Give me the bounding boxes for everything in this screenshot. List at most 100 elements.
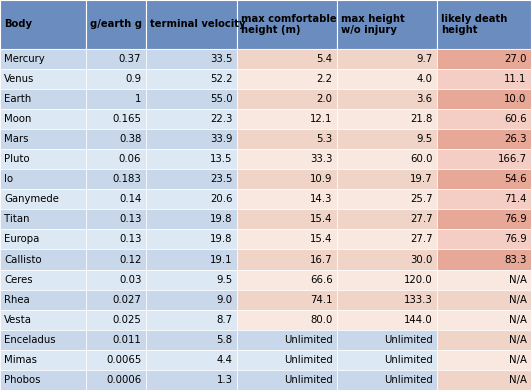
Bar bbox=[337, 330, 437, 350]
Text: 15.4: 15.4 bbox=[310, 234, 332, 245]
Text: 0.0006: 0.0006 bbox=[106, 375, 141, 385]
Text: 0.37: 0.37 bbox=[119, 54, 141, 64]
Text: 27.7: 27.7 bbox=[410, 215, 433, 224]
Text: Earth: Earth bbox=[4, 94, 31, 104]
Text: 54.6: 54.6 bbox=[504, 174, 527, 184]
Text: 22.3: 22.3 bbox=[210, 114, 233, 124]
Bar bbox=[237, 370, 337, 390]
Bar bbox=[237, 0, 337, 49]
Bar bbox=[0, 0, 85, 49]
Bar bbox=[85, 229, 145, 250]
Bar bbox=[85, 330, 145, 350]
Bar bbox=[237, 129, 337, 149]
Bar bbox=[0, 129, 85, 149]
Text: 144.0: 144.0 bbox=[404, 315, 433, 325]
Bar bbox=[237, 89, 337, 109]
Bar bbox=[145, 49, 237, 69]
Text: 4.4: 4.4 bbox=[217, 355, 233, 365]
Bar bbox=[237, 149, 337, 169]
Text: Callisto: Callisto bbox=[4, 255, 42, 264]
Bar bbox=[85, 149, 145, 169]
Bar bbox=[145, 69, 237, 89]
Text: 19.8: 19.8 bbox=[210, 215, 233, 224]
Bar bbox=[437, 350, 531, 370]
Text: max height
w/o injury: max height w/o injury bbox=[341, 14, 405, 35]
Text: Titan: Titan bbox=[4, 215, 30, 224]
Bar bbox=[85, 310, 145, 330]
Text: 0.14: 0.14 bbox=[119, 194, 141, 204]
Text: 71.4: 71.4 bbox=[504, 194, 527, 204]
Bar bbox=[437, 370, 531, 390]
Bar bbox=[145, 229, 237, 250]
Bar bbox=[145, 169, 237, 189]
Bar bbox=[145, 109, 237, 129]
Text: 5.4: 5.4 bbox=[316, 54, 332, 64]
Bar bbox=[145, 370, 237, 390]
Bar bbox=[237, 269, 337, 290]
Bar bbox=[437, 0, 531, 49]
Bar bbox=[0, 370, 85, 390]
Bar bbox=[145, 290, 237, 310]
Bar bbox=[0, 269, 85, 290]
Text: N/A: N/A bbox=[509, 295, 527, 305]
Text: Rhea: Rhea bbox=[4, 295, 30, 305]
Bar bbox=[337, 290, 437, 310]
Text: 19.1: 19.1 bbox=[210, 255, 233, 264]
Text: 20.6: 20.6 bbox=[210, 194, 233, 204]
Text: Mercury: Mercury bbox=[4, 54, 45, 64]
Bar bbox=[337, 69, 437, 89]
Text: 10.0: 10.0 bbox=[504, 94, 527, 104]
Bar bbox=[337, 129, 437, 149]
Bar bbox=[437, 310, 531, 330]
Bar bbox=[437, 49, 531, 69]
Bar bbox=[0, 229, 85, 250]
Text: 13.5: 13.5 bbox=[210, 154, 233, 164]
Text: 76.9: 76.9 bbox=[504, 215, 527, 224]
Bar bbox=[437, 330, 531, 350]
Bar bbox=[337, 149, 437, 169]
Text: 16.7: 16.7 bbox=[310, 255, 332, 264]
Bar bbox=[0, 89, 85, 109]
Bar bbox=[237, 350, 337, 370]
Text: 0.9: 0.9 bbox=[125, 74, 141, 84]
Text: Pluto: Pluto bbox=[4, 154, 30, 164]
Bar bbox=[145, 129, 237, 149]
Text: Ceres: Ceres bbox=[4, 275, 33, 285]
Bar bbox=[237, 49, 337, 69]
Bar bbox=[437, 69, 531, 89]
Text: 12.1: 12.1 bbox=[310, 114, 332, 124]
Bar bbox=[237, 189, 337, 209]
Bar bbox=[85, 189, 145, 209]
Bar bbox=[337, 269, 437, 290]
Bar bbox=[0, 310, 85, 330]
Bar bbox=[337, 250, 437, 269]
Text: 25.7: 25.7 bbox=[410, 194, 433, 204]
Text: 0.183: 0.183 bbox=[113, 174, 141, 184]
Text: 27.0: 27.0 bbox=[504, 54, 527, 64]
Bar bbox=[0, 49, 85, 69]
Bar bbox=[337, 109, 437, 129]
Bar bbox=[337, 229, 437, 250]
Text: 74.1: 74.1 bbox=[310, 295, 332, 305]
Text: Europa: Europa bbox=[4, 234, 40, 245]
Bar bbox=[0, 69, 85, 89]
Text: N/A: N/A bbox=[509, 315, 527, 325]
Bar bbox=[85, 169, 145, 189]
Text: 0.12: 0.12 bbox=[119, 255, 141, 264]
Bar bbox=[0, 189, 85, 209]
Text: 1: 1 bbox=[135, 94, 141, 104]
Bar bbox=[437, 189, 531, 209]
Bar bbox=[85, 0, 145, 49]
Text: 1.3: 1.3 bbox=[217, 375, 233, 385]
Bar bbox=[85, 129, 145, 149]
Bar bbox=[145, 0, 237, 49]
Bar bbox=[145, 189, 237, 209]
Text: Moon: Moon bbox=[4, 114, 32, 124]
Text: 23.5: 23.5 bbox=[210, 174, 233, 184]
Text: Enceladus: Enceladus bbox=[4, 335, 56, 345]
Bar bbox=[0, 209, 85, 229]
Text: Venus: Venus bbox=[4, 74, 35, 84]
Text: 11.1: 11.1 bbox=[504, 74, 527, 84]
Bar bbox=[437, 109, 531, 129]
Bar bbox=[145, 250, 237, 269]
